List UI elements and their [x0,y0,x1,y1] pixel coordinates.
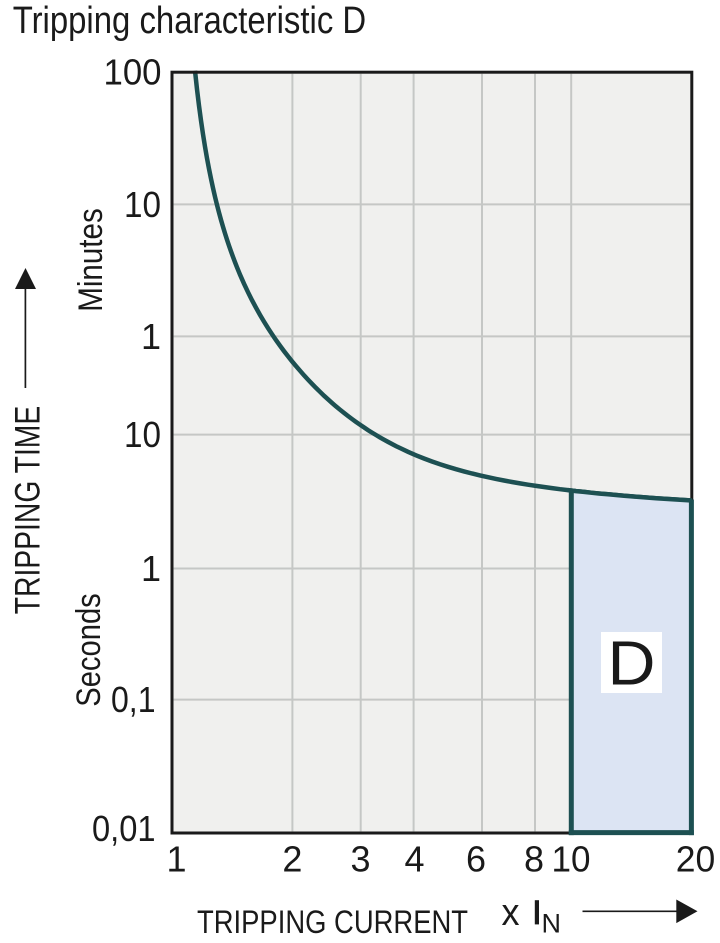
svg-text:0,1: 0,1 [111,679,156,720]
svg-text:TRIPPING TIME: TRIPPING TIME [8,406,48,615]
svg-text:3: 3 [350,839,370,880]
svg-text:1: 1 [141,548,161,589]
svg-text:Seconds: Seconds [70,593,108,707]
svg-text:2: 2 [282,839,302,880]
svg-text:4: 4 [404,839,424,880]
svg-text:D: D [608,629,656,698]
svg-text:x: x [502,892,520,934]
svg-text:1: 1 [166,839,186,880]
svg-text:1: 1 [141,316,161,357]
svg-text:6: 6 [466,839,486,880]
svg-text:Minutes: Minutes [72,208,110,312]
svg-text:10: 10 [124,184,161,225]
svg-text:10: 10 [552,839,591,880]
svg-text:20: 20 [676,839,716,880]
svg-text:N: N [542,908,562,938]
svg-text:8: 8 [524,839,544,880]
svg-text:Tripping characteristic D: Tripping characteristic D [13,0,367,42]
svg-text:TRIPPING CURRENT: TRIPPING CURRENT [197,904,468,940]
svg-text:0,01: 0,01 [92,808,156,849]
svg-text:10: 10 [124,414,161,455]
svg-text:100: 100 [104,52,162,93]
